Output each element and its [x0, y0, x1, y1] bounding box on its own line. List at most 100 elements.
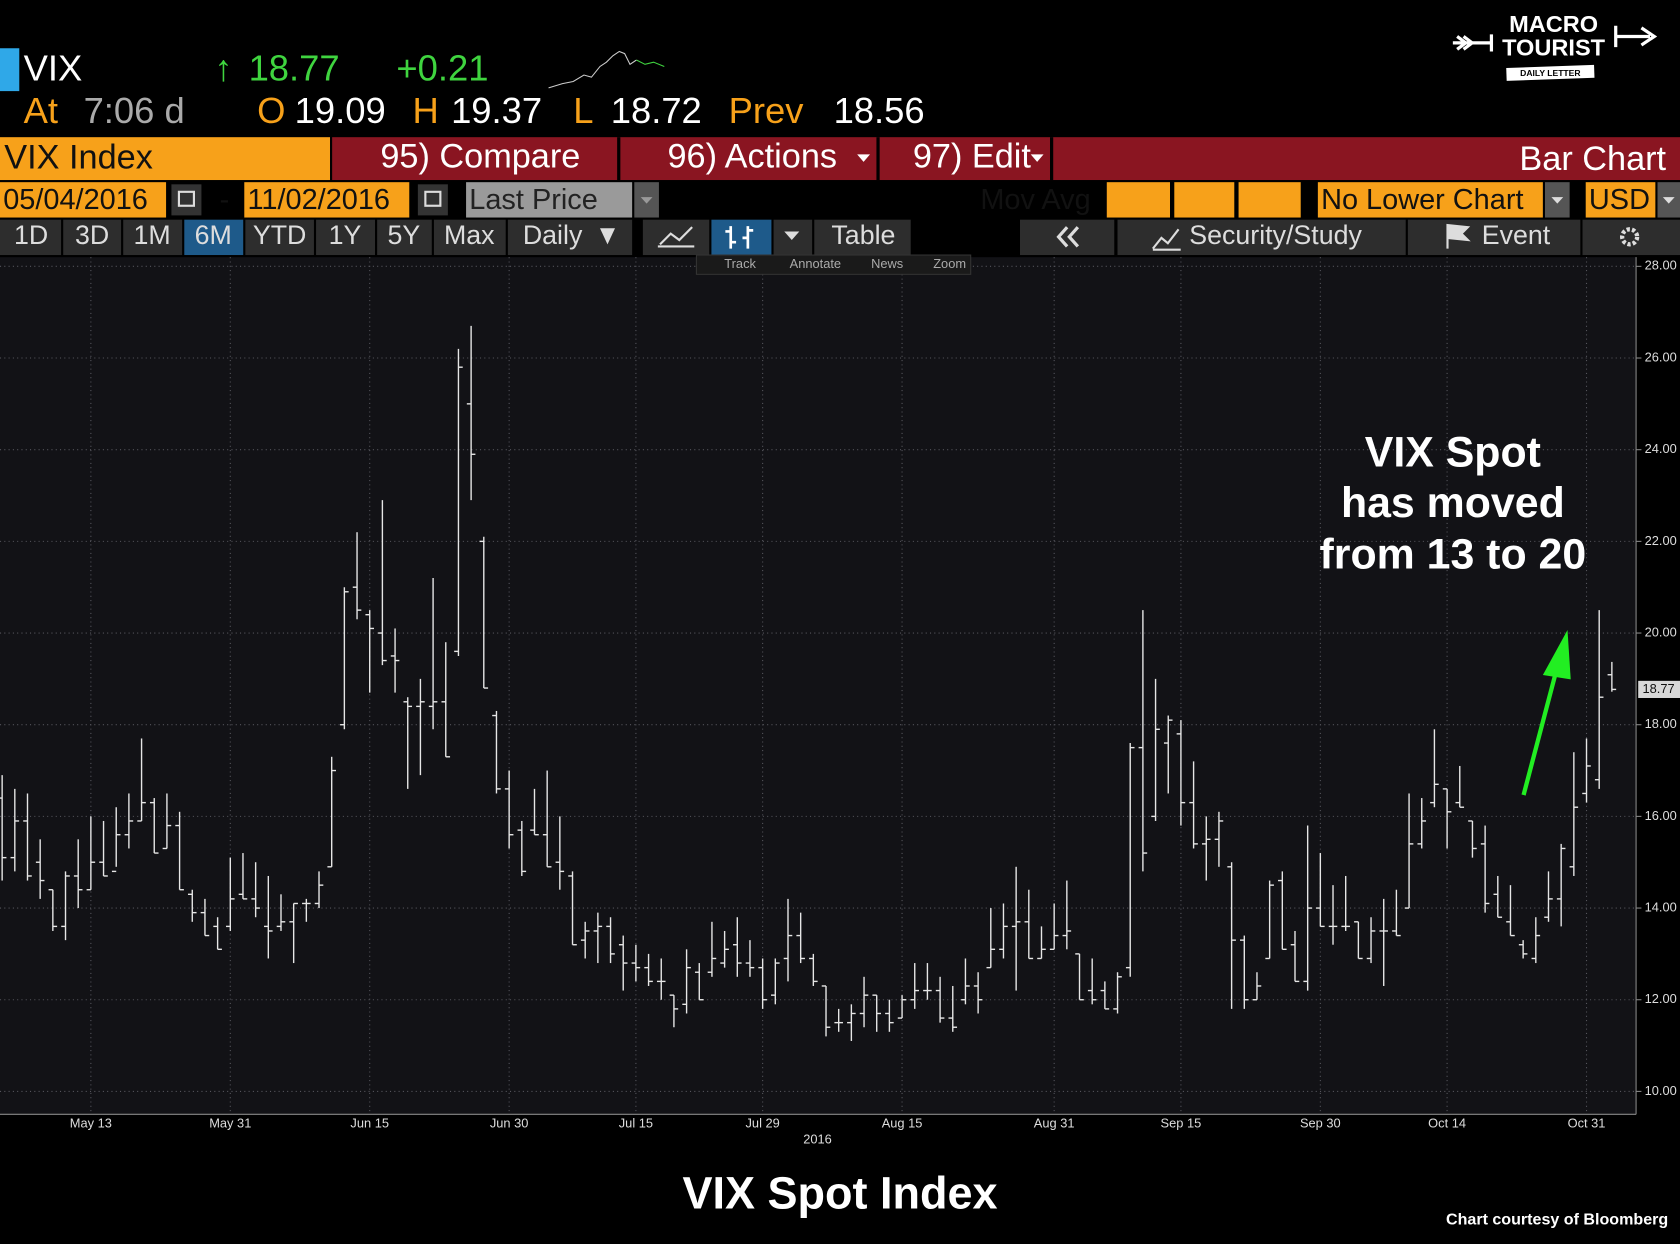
- mov-avg-box[interactable]: [1174, 182, 1235, 218]
- currency: USD: [1589, 184, 1650, 216]
- bars: [0, 325, 1617, 1041]
- calendar-icon[interactable]: [171, 184, 202, 216]
- event-button[interactable]: [1407, 219, 1581, 256]
- start-date-box[interactable]: [0, 182, 167, 218]
- annotation-line: from 13 to 20: [1320, 530, 1587, 578]
- time-label: At: [24, 90, 58, 131]
- tool-news[interactable]: News: [871, 256, 903, 271]
- collapse-button[interactable]: [1020, 219, 1115, 256]
- tool-zoom[interactable]: Zoom: [933, 256, 966, 271]
- frequency-button[interactable]: [507, 219, 633, 256]
- period-button[interactable]: [245, 219, 314, 256]
- tool-annotate[interactable]: Annotate: [790, 256, 841, 271]
- low-value: 18.72: [611, 90, 702, 131]
- bar-icon-button[interactable]: [711, 219, 772, 256]
- field: Last Price: [469, 184, 598, 216]
- period-label: 3D: [75, 220, 109, 250]
- line-icon: [657, 226, 695, 248]
- y-tick-label: 16.00: [1645, 808, 1677, 823]
- period-label: 1D: [14, 220, 48, 250]
- plot-area: [0, 257, 1637, 1115]
- bar-icon: [725, 226, 754, 249]
- x-tick-label: Oct 14: [1428, 1115, 1466, 1130]
- mov-avg-box[interactable]: [1238, 182, 1301, 218]
- start-date: 05/04/2016: [3, 184, 148, 216]
- security: VIX Index: [4, 139, 153, 177]
- frequency: Daily: [523, 220, 583, 250]
- y-tick-label: 24.00: [1645, 441, 1677, 456]
- security-study: Security/Study: [1189, 220, 1362, 250]
- security-marker: [0, 48, 20, 92]
- ticker: VIX: [24, 47, 83, 88]
- actions-button[interactable]: 96) Actions: [668, 138, 838, 176]
- x-tick-label: Aug 31: [1034, 1115, 1075, 1130]
- compare-button[interactable]: 95) Compare: [380, 138, 580, 176]
- currency-box[interactable]: [1585, 182, 1656, 218]
- field-box[interactable]: [466, 182, 633, 218]
- sparkline: [548, 50, 637, 89]
- annotation-arrow-shaft: [1521, 672, 1558, 796]
- y-tick-label: 28.00: [1645, 258, 1677, 273]
- period-label: 1M: [134, 220, 171, 250]
- edit-button[interactable]: 97) Edit: [913, 138, 1032, 176]
- period-button[interactable]: [63, 219, 122, 256]
- chart-type[interactable]: Bar Chart: [1519, 140, 1666, 178]
- mov-avg-box[interactable]: [1106, 182, 1170, 218]
- tool-track[interactable]: Track: [724, 256, 756, 271]
- x-tick-label: Jun 30: [490, 1115, 529, 1130]
- settings-button[interactable]: [1582, 219, 1680, 256]
- collapse-icon: [1056, 226, 1080, 248]
- open-label: O: [257, 90, 285, 131]
- logo-arrow-left: [1452, 34, 1494, 52]
- annotation-line: VIX Spot: [1365, 429, 1541, 477]
- x-tick-label: Jun 15: [350, 1115, 389, 1130]
- end-date: 11/02/2016: [247, 184, 390, 216]
- y-tick-label: 18.00: [1645, 716, 1677, 731]
- period-button[interactable]: [377, 219, 432, 256]
- logo-band: [1506, 64, 1595, 81]
- low-label: L: [573, 90, 593, 131]
- x-tick-label: Oct 31: [1568, 1115, 1606, 1130]
- dropdown-arrow: [1662, 197, 1675, 204]
- x-tick-label: Aug 15: [882, 1115, 923, 1130]
- y-tick-label: 26.00: [1645, 349, 1677, 364]
- separator: [1050, 137, 1054, 181]
- dropdown-arrow: [1551, 197, 1564, 204]
- period-button[interactable]: [316, 219, 375, 256]
- menu-bar: [332, 137, 1680, 181]
- calendar-glyph: [424, 190, 442, 207]
- table-button[interactable]: [814, 219, 911, 256]
- dropdown-arrow: [784, 231, 800, 241]
- study-icon: [1152, 228, 1181, 251]
- last-price-label: 18.77: [1643, 681, 1675, 696]
- open-value: 19.09: [295, 90, 386, 131]
- prev-label: Prev: [729, 90, 805, 131]
- y-tick-label: 14.00: [1645, 899, 1677, 914]
- x-tick-label: May 31: [209, 1115, 251, 1130]
- grid: [0, 257, 1637, 1115]
- y-tick-label: 10.00: [1645, 1083, 1677, 1098]
- period-button[interactable]: [0, 219, 62, 256]
- event-icon: [1446, 223, 1471, 249]
- calendar-icon[interactable]: [417, 184, 448, 216]
- period-label: 1Y: [329, 220, 362, 250]
- chart-title: VIX Spot Index: [682, 1168, 997, 1219]
- table: Table: [831, 220, 895, 250]
- period-button[interactable]: [433, 219, 506, 256]
- x-tick-label: Jul 15: [619, 1115, 653, 1130]
- logo-arrow-right: [1614, 25, 1658, 48]
- separator: [617, 137, 621, 181]
- period-button-selected[interactable]: [184, 219, 244, 256]
- x-tick-label: May 13: [70, 1115, 112, 1130]
- lower-chart: No Lower Chart: [1321, 184, 1523, 216]
- y-tick-label: 22.00: [1645, 533, 1677, 548]
- end-date-box[interactable]: [244, 182, 410, 218]
- y-tick-label: 12.00: [1645, 991, 1677, 1006]
- lower-chart-box[interactable]: [1317, 182, 1543, 218]
- tools-strip: [695, 254, 972, 275]
- period-button[interactable]: [123, 219, 183, 256]
- logo-line2: TOURIST: [1502, 35, 1606, 61]
- last-price: 18.77: [249, 47, 340, 88]
